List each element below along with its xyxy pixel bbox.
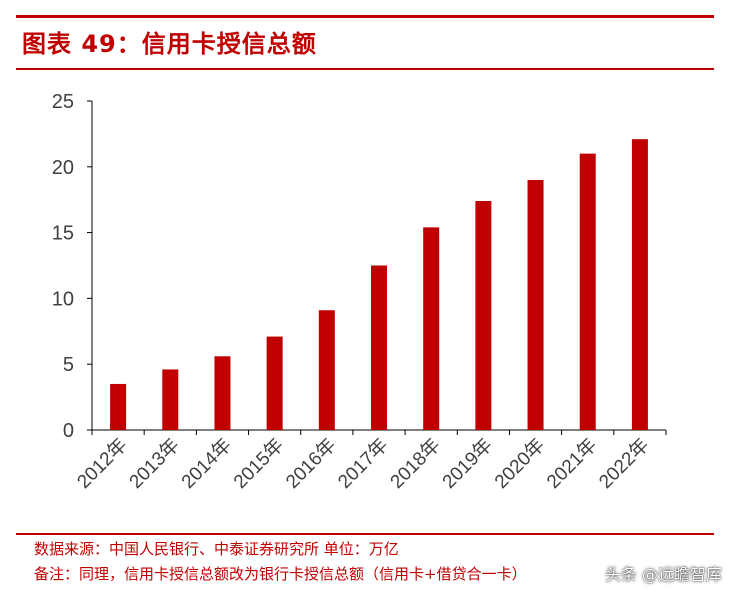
bottom-rule — [16, 533, 714, 535]
y-tick-labels: 0 5 10 15 20 25 — [52, 91, 74, 442]
x-tick-label: 2014年 — [177, 434, 236, 493]
x-tick-label: 2022年 — [595, 434, 654, 493]
watermark-text: 头条 @远瞻智库 — [604, 565, 722, 584]
x-tick-label: 2017年 — [334, 434, 393, 493]
x-tick-label: 2012年 — [73, 434, 132, 493]
bar — [371, 265, 387, 430]
x-tick-label: 2020年 — [490, 434, 549, 493]
chart-bars — [110, 139, 648, 430]
x-tick-label: 2019年 — [438, 434, 497, 493]
bar — [266, 336, 283, 430]
watermark: 头条 @远瞻智库 — [605, 560, 722, 586]
x-tick-label: 2018年 — [386, 434, 445, 493]
bar — [527, 179, 544, 430]
bar-chart: 0 5 10 15 20 25 2012年2013年2014年2015年2016年2017… — [52, 91, 667, 493]
bar — [162, 369, 179, 430]
y-tick-label: 15 — [52, 223, 74, 245]
remark-note: 备注：同理，信用卡授信总额改为银行卡授信总额（信用卡+借贷合一卡） — [34, 565, 527, 583]
top-rule — [16, 15, 714, 18]
x-tick-label: 2021年 — [542, 434, 601, 493]
title-rule — [16, 68, 714, 70]
x-tick-labels: 2012年2013年2014年2015年2016年2017年2018年2019年… — [73, 434, 654, 493]
bar — [631, 139, 648, 430]
bar — [318, 310, 335, 430]
chart-title: 图表 49：信用卡授信总额 — [22, 30, 317, 58]
bar — [110, 383, 127, 430]
x-tick-label: 2016年 — [281, 434, 340, 493]
y-tick-label: 0 — [63, 420, 74, 442]
y-tick-label: 25 — [52, 91, 74, 113]
bar — [214, 356, 231, 430]
x-tick-label: 2015年 — [229, 434, 288, 493]
source-note: 数据来源：中国人民银行、中泰证券研究所 单位：万亿 — [34, 540, 399, 558]
y-tick-label: 10 — [52, 288, 74, 310]
x-tick-label: 2013年 — [125, 434, 184, 493]
bar — [475, 201, 492, 430]
y-tick-label: 5 — [63, 354, 74, 376]
bar — [423, 227, 440, 430]
y-tick-label: 20 — [52, 157, 74, 179]
bar — [579, 153, 596, 430]
